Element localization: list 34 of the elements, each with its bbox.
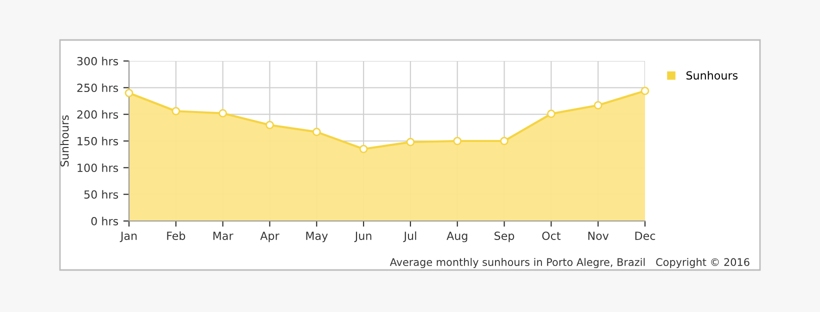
y-tick-label: 50 hrs: [84, 190, 118, 199]
point: [453, 136, 462, 146]
y-tick-label: 300 hrs: [77, 56, 118, 66]
point: [218, 109, 227, 118]
point: [359, 144, 368, 154]
y-tick-label: 0 hrs: [91, 216, 118, 226]
x-tick-label: Jul: [403, 231, 416, 242]
x-tick-label: May: [306, 232, 328, 242]
x-tick-label: Sep: [494, 232, 514, 242]
point: [172, 106, 180, 116]
point: [266, 120, 274, 130]
point: [312, 128, 321, 136]
x-tick-label: Apr: [260, 232, 280, 242]
point: [406, 138, 415, 146]
x-tick-label: Mar: [213, 232, 234, 240]
point: [124, 88, 134, 98]
x-tick-label: Nov: [588, 232, 609, 240]
point: [500, 136, 508, 146]
y-tick-label: 250 hrs: [77, 83, 118, 92]
x-tick-label: Jun: [354, 232, 372, 242]
x-tick-label: Dec: [635, 232, 656, 240]
legend-label: Sunhours: [686, 71, 738, 80]
x-tick-label: Feb: [167, 231, 186, 240]
point: [547, 110, 556, 118]
x-tick-label: Jan: [120, 232, 137, 242]
point: [640, 86, 650, 96]
y-tick-label: 200 hrs: [77, 110, 118, 119]
y-axis-title: Sunhours: [60, 115, 69, 166]
y-tick-label: 100 hrs: [78, 163, 118, 172]
y-tick-label: 150 hrs: [78, 136, 118, 146]
text: Average monthly sunhours in Porto Alegre, Brazil Copyright © 2016: [390, 258, 750, 268]
x-tick-label: Oct: [542, 232, 561, 240]
point: [594, 101, 602, 110]
x-tick-label: Aug: [446, 232, 468, 242]
